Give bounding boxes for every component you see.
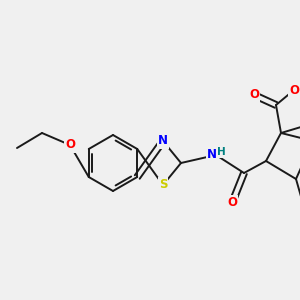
Text: S: S	[159, 178, 167, 191]
Text: O: O	[249, 88, 259, 101]
Text: N: N	[207, 148, 217, 161]
Text: H: H	[217, 147, 225, 157]
Text: O: O	[65, 139, 75, 152]
Text: N: N	[158, 134, 168, 148]
Text: O: O	[289, 83, 299, 97]
Text: O: O	[227, 196, 237, 209]
